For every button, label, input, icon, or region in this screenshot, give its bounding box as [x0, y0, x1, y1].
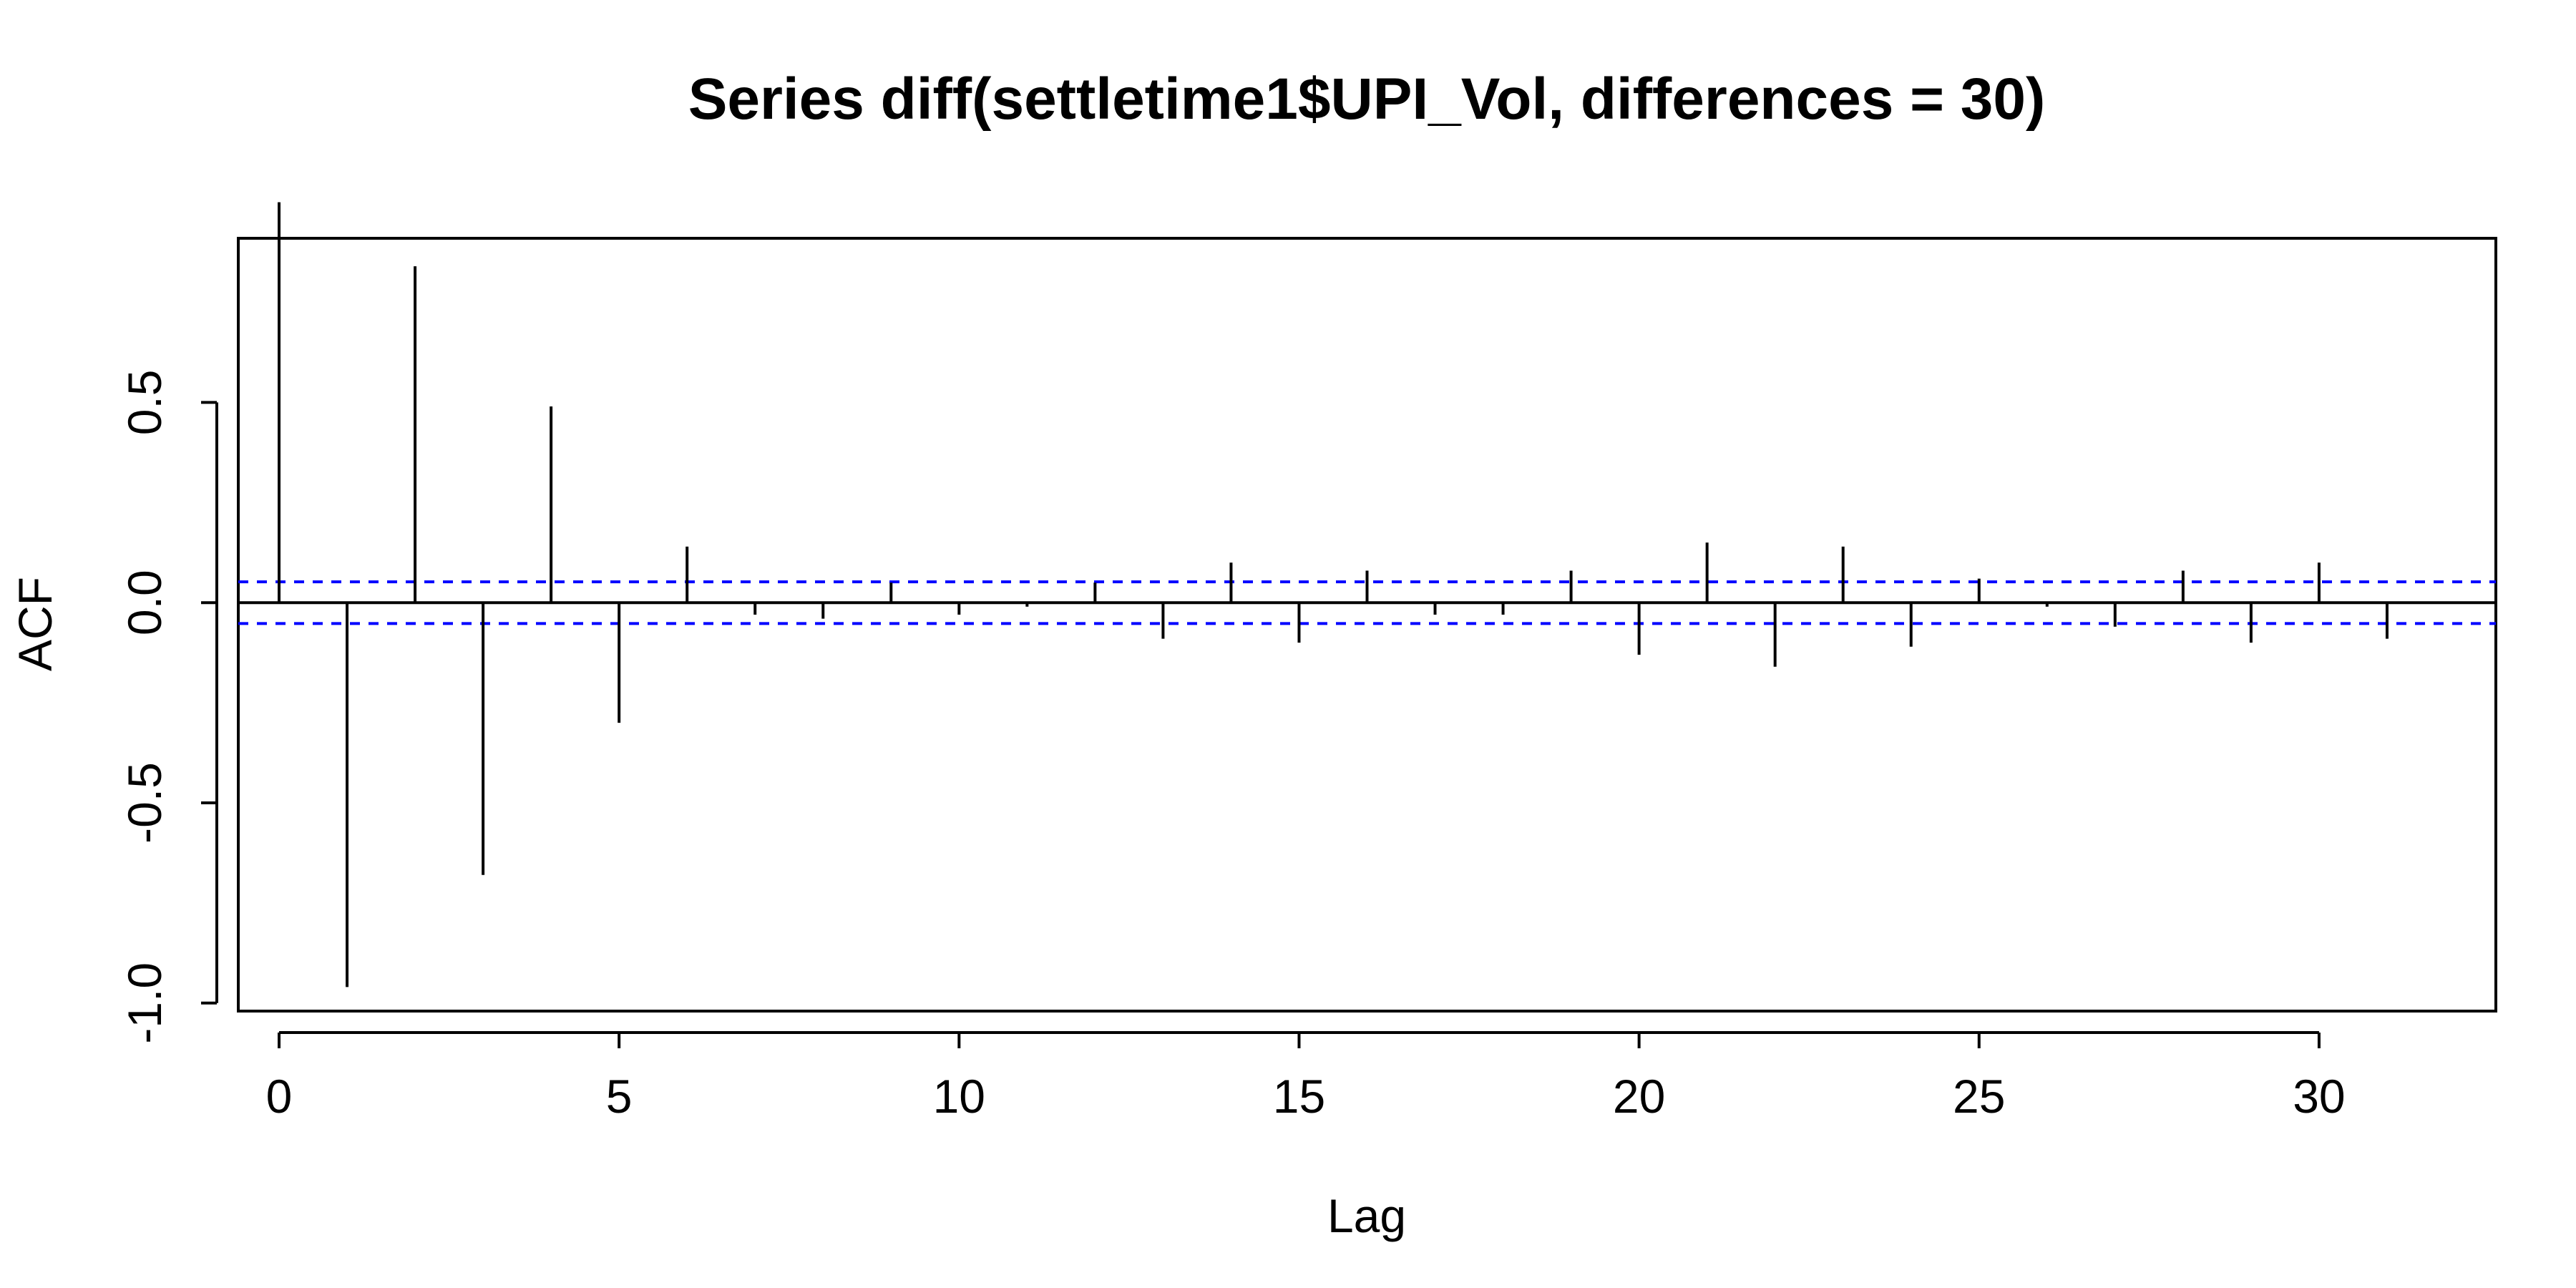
- x-tick-label-30: 30: [2293, 1070, 2345, 1123]
- x-tick-label-15: 15: [1273, 1070, 1325, 1123]
- chart-title: Series diff(settletime1$UPI_Vol, differe…: [688, 67, 2046, 132]
- plot-area: 0 5 10 15 20 25 30 -1.0 -0.5 0.0 0.5: [118, 202, 2497, 1123]
- x-tick-label-25: 25: [1953, 1070, 2005, 1123]
- y-tick-label-0.0: 0.0: [118, 570, 171, 635]
- x-tick-label-10: 10: [933, 1070, 985, 1123]
- x-tick-label-20: 20: [1613, 1070, 1665, 1123]
- y-tick-label--1.0: -1.0: [118, 962, 171, 1044]
- y-tick-label-0.5: 0.5: [118, 370, 171, 436]
- x-tick-label-0: 0: [266, 1070, 293, 1123]
- x-tick-label-5: 5: [606, 1070, 633, 1123]
- y-axis-label: ACF: [9, 577, 62, 671]
- x-axis-label: Lag: [1327, 1189, 1406, 1242]
- y-tick-label--0.5: -0.5: [118, 762, 171, 844]
